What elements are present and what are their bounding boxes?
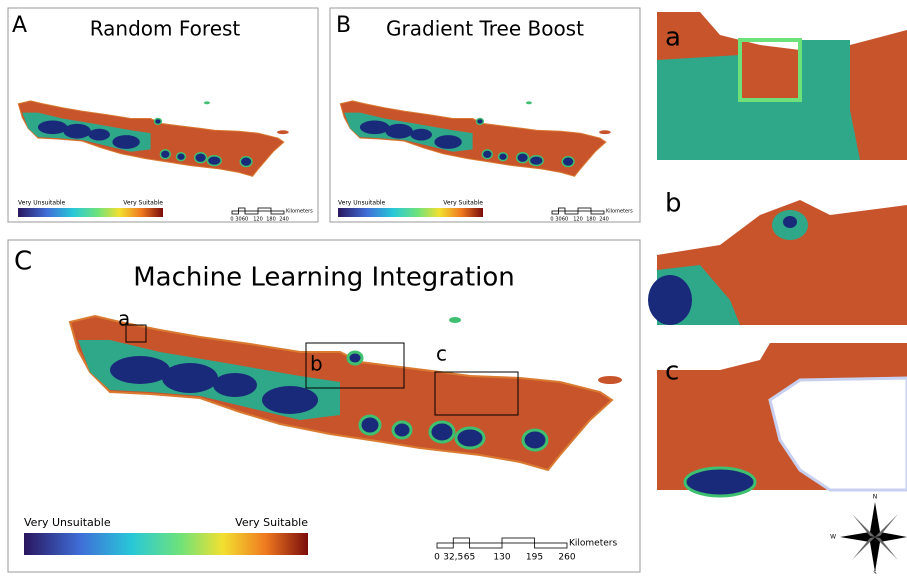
panel-title: Machine Learning Integration bbox=[133, 263, 515, 293]
legend-bar bbox=[18, 208, 163, 217]
legend-high: Very Suitable bbox=[123, 200, 163, 207]
legend-low: Very Unsuitable bbox=[338, 200, 386, 207]
scale-label: 32,5 bbox=[443, 553, 463, 563]
scale-label: 130 bbox=[493, 553, 510, 563]
scale-label: 195 bbox=[526, 553, 543, 563]
legend-low: Very Unsuitable bbox=[18, 200, 66, 207]
inset-letter: b bbox=[665, 189, 682, 219]
scale-label: 0 bbox=[230, 217, 233, 223]
panel-letter: C bbox=[14, 247, 32, 277]
scale-label: 120 bbox=[253, 217, 263, 223]
scale-label: 180 bbox=[586, 217, 596, 223]
box-label: b bbox=[310, 352, 323, 376]
scale-label: 260 bbox=[558, 553, 575, 563]
scale-unit: Kilometers bbox=[606, 209, 633, 215]
compass-n: N bbox=[873, 494, 878, 501]
scale-label: 180 bbox=[266, 217, 276, 223]
compass-s: S bbox=[873, 571, 876, 575]
scale-label: 120 bbox=[573, 217, 583, 223]
scale-label: 240 bbox=[279, 217, 289, 223]
scale-label: 240 bbox=[599, 217, 609, 223]
box-label: a bbox=[118, 307, 130, 331]
legend-bar bbox=[338, 208, 483, 217]
legend-low: Very Unsuitable bbox=[24, 516, 111, 529]
panel-letter: B bbox=[336, 13, 351, 38]
scale-label: 60 bbox=[242, 217, 248, 223]
scale-label: 0 bbox=[550, 217, 553, 223]
legend-high: Very Suitable bbox=[235, 516, 308, 529]
scale-label: 30 bbox=[235, 217, 241, 223]
box-label: c bbox=[436, 342, 447, 366]
panel-title: Gradient Tree Boost bbox=[386, 17, 584, 41]
panel-letter: A bbox=[12, 13, 27, 38]
compass-w: W bbox=[830, 534, 836, 541]
scale-unit: Kilometers bbox=[569, 539, 617, 549]
scale-label: 65 bbox=[464, 553, 475, 563]
compass bbox=[840, 502, 907, 572]
panel-title: Random Forest bbox=[90, 17, 241, 41]
scale-label: 0 bbox=[434, 553, 440, 563]
inset-b bbox=[648, 180, 907, 325]
scale-label: 60 bbox=[562, 217, 568, 223]
scale-label: 30 bbox=[555, 217, 561, 223]
figure: A Random Forest Very Unsuitable Very Sui… bbox=[0, 0, 907, 574]
inset-letter: a bbox=[665, 23, 681, 53]
legend-bar bbox=[24, 533, 308, 555]
scale-unit: Kilometers bbox=[286, 209, 313, 215]
legend-high: Very Suitable bbox=[443, 200, 483, 207]
inset-letter: c bbox=[665, 357, 679, 387]
inset-a bbox=[657, 12, 907, 160]
inset-c bbox=[657, 343, 907, 496]
